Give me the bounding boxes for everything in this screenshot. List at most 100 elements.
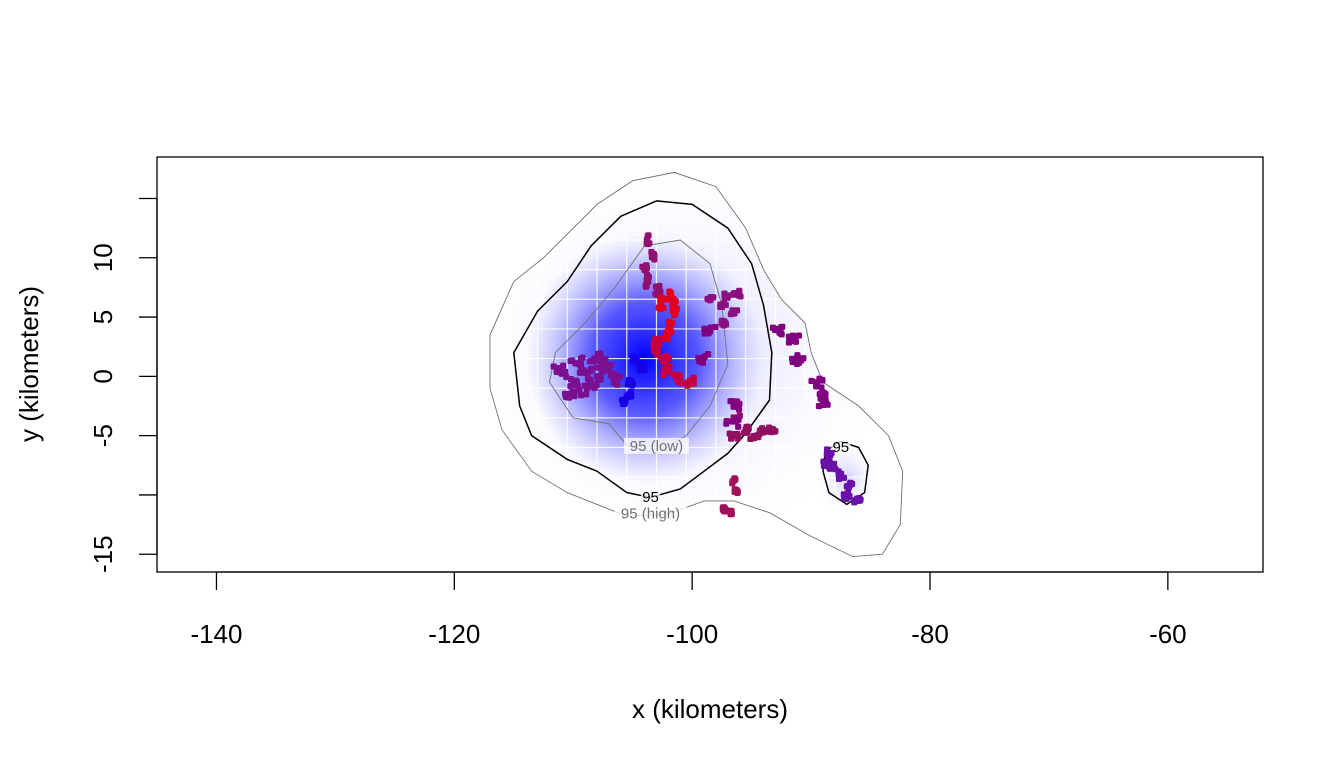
data-point [837, 471, 845, 478]
data-point [723, 417, 730, 425]
data-point [572, 360, 579, 367]
data-point [730, 402, 737, 410]
data-point [591, 355, 598, 362]
data-point [793, 360, 801, 367]
data-point [845, 482, 853, 489]
contour-label: 95 (low) [630, 438, 683, 455]
contour-label: 95 (high) [621, 505, 680, 522]
data-point [823, 458, 830, 465]
data-point [644, 278, 652, 285]
contour-label: 95 [832, 439, 849, 456]
data-point [663, 367, 671, 374]
data-point [730, 432, 737, 439]
data-point [735, 423, 742, 430]
data-point [627, 379, 634, 386]
data-point [575, 387, 583, 394]
data-point [587, 382, 595, 390]
data-point [730, 307, 737, 315]
data-point [657, 305, 664, 313]
data-point [560, 362, 567, 369]
data-point [643, 236, 651, 244]
contour-label: 95 [642, 489, 659, 506]
x-tick-label: -140 [190, 619, 242, 649]
data-point [601, 361, 608, 368]
contour-label-bg [624, 437, 689, 454]
data-point [712, 323, 719, 331]
data-point [653, 337, 660, 344]
data-point [742, 426, 749, 433]
data-point [666, 323, 673, 330]
density-fill [490, 172, 903, 557]
data-point [564, 390, 571, 398]
data-point [639, 363, 646, 371]
data-point [583, 391, 590, 398]
data-point [662, 331, 670, 339]
data-point [735, 406, 743, 413]
data-point [571, 382, 578, 389]
data-point [769, 426, 777, 433]
contour-line-3 [489, 171, 904, 558]
y-axis: -15 -5 0 5 10 [88, 197, 158, 573]
data-point [673, 305, 680, 312]
data-point [614, 381, 621, 388]
contour-label-bg [614, 505, 687, 522]
data-point [750, 434, 758, 442]
data-point [659, 294, 666, 301]
data-point [600, 367, 607, 374]
data-point [813, 379, 821, 386]
data-point [818, 384, 825, 391]
data-point [671, 311, 678, 318]
data-point [729, 418, 736, 425]
x-tick-label: -60 [1149, 619, 1187, 649]
data-point [658, 299, 665, 307]
data-point [718, 319, 726, 327]
x-axis-label: x (kilometers) [632, 694, 788, 724]
contour-label-bg [831, 439, 851, 456]
data-point [730, 477, 737, 484]
y-tick-label: -15 [88, 535, 118, 573]
data-point [843, 491, 850, 499]
data-point [800, 355, 807, 362]
data-point [724, 292, 732, 299]
data-point [555, 367, 563, 374]
x-tick-label: -120 [428, 619, 480, 649]
data-point [819, 400, 827, 407]
contour-line-1 [513, 200, 773, 499]
data-point [667, 290, 674, 297]
contour-label-bg [640, 488, 661, 505]
data-point [625, 390, 633, 398]
data-point [727, 508, 734, 515]
data-point [718, 302, 726, 309]
data-point [602, 356, 609, 363]
data-point [631, 355, 639, 362]
data-point [822, 390, 829, 398]
data-point [732, 290, 740, 297]
x-tick-label: -100 [666, 619, 718, 649]
data-point [661, 355, 669, 362]
data-point [793, 355, 801, 362]
data-point [735, 416, 742, 423]
data-point [579, 354, 586, 361]
data-point [608, 370, 616, 377]
data-point [571, 392, 578, 400]
data-point [686, 377, 693, 385]
data-point [732, 486, 740, 494]
data-point [699, 359, 707, 366]
data-point [774, 325, 781, 333]
data-point [641, 266, 648, 273]
x-tick-label: -80 [911, 619, 949, 649]
data-point [700, 354, 708, 361]
data-point [607, 362, 615, 369]
data-point [619, 399, 627, 406]
y-tick-label: 10 [88, 243, 118, 272]
y-tick-label: -5 [88, 424, 118, 447]
data-point [614, 375, 621, 382]
y-tick-label: 0 [88, 369, 118, 383]
data-point [706, 328, 714, 335]
data-point [577, 361, 585, 368]
x-axis: -140 -120 -100 -80 -60 [190, 571, 1187, 649]
data-point [673, 375, 680, 382]
